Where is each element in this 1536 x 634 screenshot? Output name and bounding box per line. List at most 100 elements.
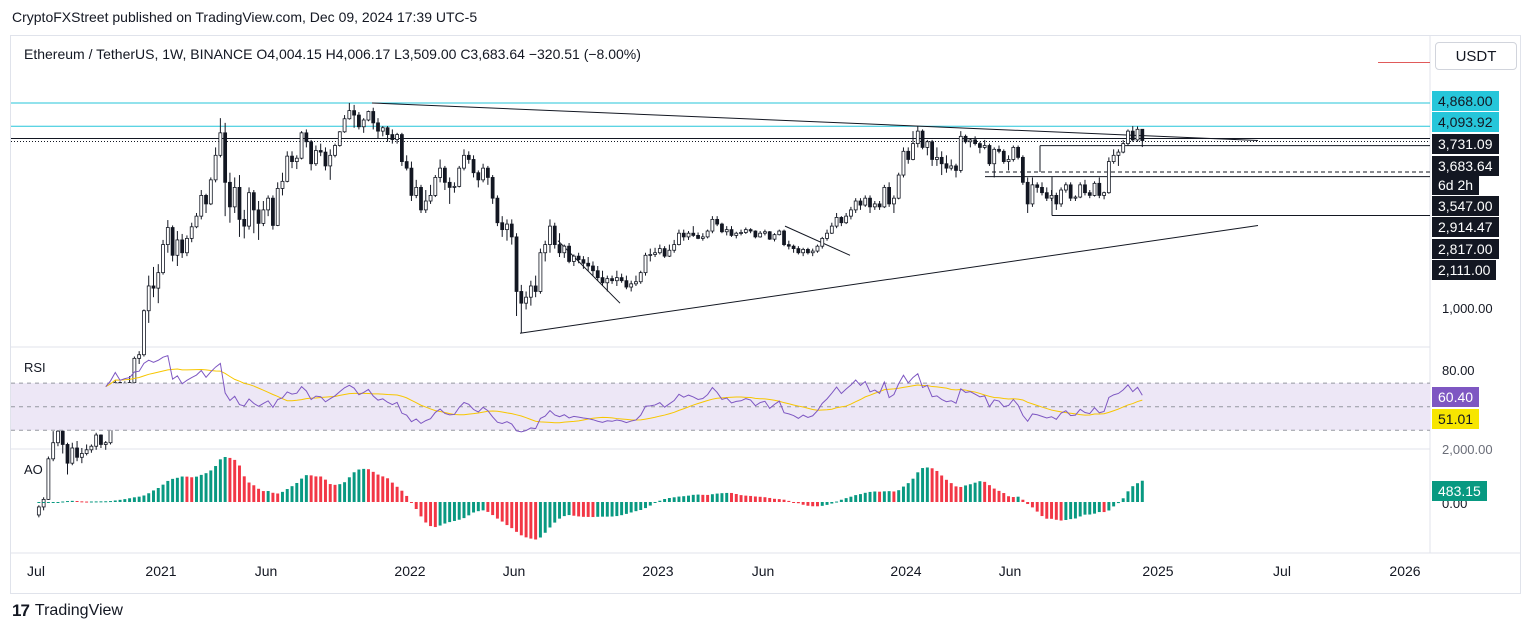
ao-bar (543, 502, 547, 533)
ao-bar (1045, 502, 1049, 519)
candle-body (906, 150, 911, 160)
candle-body (892, 197, 896, 205)
candle-body (672, 244, 677, 251)
candle-body (868, 197, 872, 208)
ao-bar (1054, 502, 1058, 520)
candle-body (710, 218, 715, 232)
candle-body (939, 156, 944, 165)
candle-body (505, 223, 509, 231)
ao-bar (491, 502, 495, 516)
candle-body (896, 174, 901, 199)
candle-body (132, 357, 137, 383)
candle-body (1102, 192, 1106, 196)
candle-body (581, 259, 586, 264)
candle-body (400, 134, 404, 162)
candle-body (60, 430, 65, 445)
candle-body (538, 252, 543, 292)
price-level-label: 3,731.09 (1432, 134, 1499, 154)
candle-body (443, 167, 447, 183)
candle-body (1140, 128, 1145, 141)
ao-bar (476, 502, 480, 512)
ao-bar (706, 494, 710, 502)
candle-body (954, 165, 958, 171)
candle-body (944, 163, 949, 169)
candle-body (1054, 195, 1059, 205)
ao-bar (710, 494, 714, 502)
ao-bar (323, 479, 327, 502)
candle-body (495, 197, 500, 224)
ao-bar (472, 502, 476, 513)
trendline (371, 102, 1259, 142)
ao-bar (815, 502, 819, 507)
ao-bar (70, 500, 74, 502)
ao-bar (730, 492, 733, 502)
candle-body (777, 230, 782, 236)
ao-bar (715, 493, 719, 502)
candle-body (180, 239, 185, 254)
ao-bar (1069, 502, 1073, 520)
candle-body (266, 197, 271, 211)
rsi-axis-tick: 80.00 (1442, 363, 1475, 378)
price-level-label: 4,093.92 (1432, 112, 1499, 132)
candle-body (758, 232, 763, 238)
ao-bar (792, 502, 796, 503)
ao-bar (266, 491, 270, 502)
ao-bar (601, 502, 604, 517)
ao-bar (820, 502, 824, 506)
candle-body (165, 227, 170, 245)
ao-bar (462, 502, 466, 519)
candle-body (863, 197, 868, 206)
ao-bar (868, 491, 872, 502)
candle-body (280, 180, 285, 189)
ao-bar (381, 476, 385, 502)
candle-body (314, 150, 318, 165)
ao-bar (1088, 502, 1092, 515)
time-axis-label: 2022 (394, 563, 426, 579)
ao-bar (448, 502, 452, 523)
tradingview-footer[interactable]: 17 TradingView (12, 601, 123, 621)
candle-body (619, 277, 624, 282)
candle-body (715, 218, 720, 225)
candle-body (46, 458, 51, 500)
candle-body (337, 131, 342, 146)
ao-bar (481, 502, 485, 511)
candle-body (476, 172, 481, 181)
ao-bar (1078, 502, 1082, 517)
ao-bar (257, 488, 261, 502)
ao-bar (1021, 499, 1025, 502)
candle-body (213, 154, 218, 181)
candle-body (199, 195, 204, 217)
currency-button[interactable]: USDT (1435, 42, 1517, 70)
ao-bar (768, 497, 772, 502)
ao-bar (295, 482, 299, 502)
candle-body (328, 154, 333, 167)
candle-body (686, 232, 691, 238)
candle-body (385, 127, 390, 135)
candle-body (978, 143, 982, 148)
ao-bar (156, 487, 160, 502)
ao-bar (906, 483, 910, 502)
ao-bar (352, 472, 356, 502)
ao-bar (80, 501, 84, 503)
ao-bar (1136, 483, 1140, 502)
rsi-pane-label: RSI (24, 360, 46, 375)
candle-body (247, 192, 251, 227)
ao-bar (94, 501, 98, 503)
ao-bar (753, 496, 757, 502)
ao-bar (882, 491, 886, 502)
ao-bar (223, 457, 227, 502)
ao-bar (452, 502, 456, 521)
ao-bar (285, 489, 289, 502)
candle-body (548, 225, 552, 245)
ao-bar (123, 499, 127, 502)
ao-bar (89, 501, 93, 503)
ao-bar (653, 502, 657, 503)
ao-bar (596, 502, 600, 517)
candle-body (552, 225, 557, 245)
candle-body (1016, 147, 1020, 158)
candle-body (657, 248, 662, 254)
candle-body (471, 159, 476, 174)
ao-bar (629, 502, 633, 513)
candle-body (1092, 182, 1097, 196)
